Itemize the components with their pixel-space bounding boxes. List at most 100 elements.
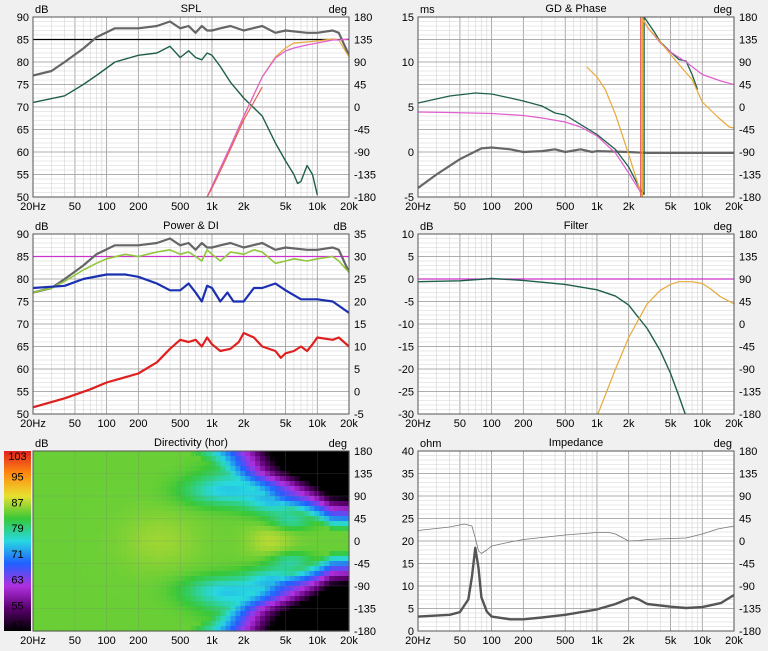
y-tick-label-left: 60 [17,364,29,376]
heatmap-cell [274,531,281,537]
heatmap-cell [151,551,158,557]
heatmap-cell [82,541,88,547]
heatmap-cell [344,521,350,527]
heatmap-cell [334,506,340,512]
heatmap-cell [195,611,202,617]
heatmap-cell [87,616,93,622]
heatmap-cell [200,581,207,587]
heatmap-cell [112,511,118,517]
heatmap-cell [230,586,237,592]
heatmap-cell [289,531,296,537]
heatmap-cell [274,476,281,482]
heatmap-cell [284,531,291,537]
heatmap-cell [176,626,182,632]
heatmap-cell [42,586,49,592]
heatmap-cell [279,476,286,482]
heatmap-cell [225,551,232,557]
heatmap-cell [151,516,158,522]
heatmap-cell [97,596,103,602]
heatmap-cell [284,496,291,502]
heatmap-cell [334,566,340,572]
heatmap-cell [220,536,227,542]
heatmap-cell [265,451,271,457]
heatmap-cell [274,586,281,592]
heatmap-cell [334,546,340,552]
heatmap-cell [304,481,311,487]
heatmap-cell [344,591,350,597]
heatmap-cell [245,536,251,542]
heatmap-cell [131,606,138,612]
heatmap-cell [116,471,123,477]
x-tick-label: 5k [280,635,292,647]
heatmap-cell [329,476,335,482]
heatmap-cell [304,591,311,597]
heatmap-cell [186,461,192,467]
heatmap-cell [324,471,330,477]
heatmap-cell [141,521,148,527]
heatmap-cell [92,521,98,527]
heatmap-cell [72,461,79,467]
heatmap-cell [33,561,39,567]
heatmap-cell [304,471,311,477]
heatmap-cell [47,451,54,457]
heatmap-cell [161,621,167,627]
heatmap-cell [116,546,123,552]
heatmap-cell [344,506,350,512]
heatmap-cell [87,561,93,567]
heatmap-cell [52,471,59,477]
heatmap-cell [260,511,266,517]
heatmap-cell [339,591,345,597]
heatmap-cell [181,526,187,532]
heatmap-cell [57,461,64,467]
heatmap-cell [304,531,311,537]
heatmap-cell [235,561,241,567]
heatmap-cell [304,506,311,512]
heatmap-cell [161,546,167,552]
heatmap-cell [215,621,222,627]
heatmap-cell [329,461,335,467]
chart-impedance: 20Hz 50 100 200 500 1k 2k 5k 10k 20k0510152025303… [402,437,761,647]
heatmap-cell [126,576,133,582]
heatmap-cells [33,451,350,632]
heatmap-cell [156,501,162,507]
heatmap-cell [37,611,44,617]
heatmap-cell [151,601,158,607]
heatmap-cell [131,626,138,632]
heatmap-cell [235,586,241,592]
heatmap-cell [146,516,153,522]
y-tick-label-right: -90 [739,364,755,376]
heatmap-cell [121,496,128,502]
heatmap-cell [289,601,296,607]
heatmap-cell [67,616,74,622]
heatmap-cell [176,606,182,612]
heatmap-cell [171,511,177,517]
heatmap-cell [235,566,241,572]
heatmap-cell [289,461,296,467]
heatmap-cell [230,566,237,572]
heatmap-cell [329,586,335,592]
heatmap-cell [151,451,158,457]
heatmap-cell [97,521,103,527]
heatmap-cell [156,531,162,537]
y-tick-label-left: 90 [17,12,29,24]
heatmap-cell [156,571,162,577]
heatmap-cell [329,556,335,562]
heatmap-cell [42,551,49,557]
heatmap-cell [304,486,311,492]
heatmap-cell [171,516,177,522]
heatmap-cell [255,566,261,572]
heatmap-cell [171,551,177,557]
heatmap-cell [309,621,316,627]
heatmap-cell [176,476,182,482]
heatmap-cell [314,591,320,597]
x-tick-label: 20k [725,201,743,213]
heatmap-cell [52,496,59,502]
heatmap-cell [265,501,271,507]
heatmap-cell [161,576,167,582]
heatmap-cell [284,556,291,562]
heatmap-cell [215,531,222,537]
heatmap-cell [279,466,286,472]
heatmap-cell [299,601,306,607]
heatmap-cell [97,616,103,622]
heatmap-cell [136,556,143,562]
